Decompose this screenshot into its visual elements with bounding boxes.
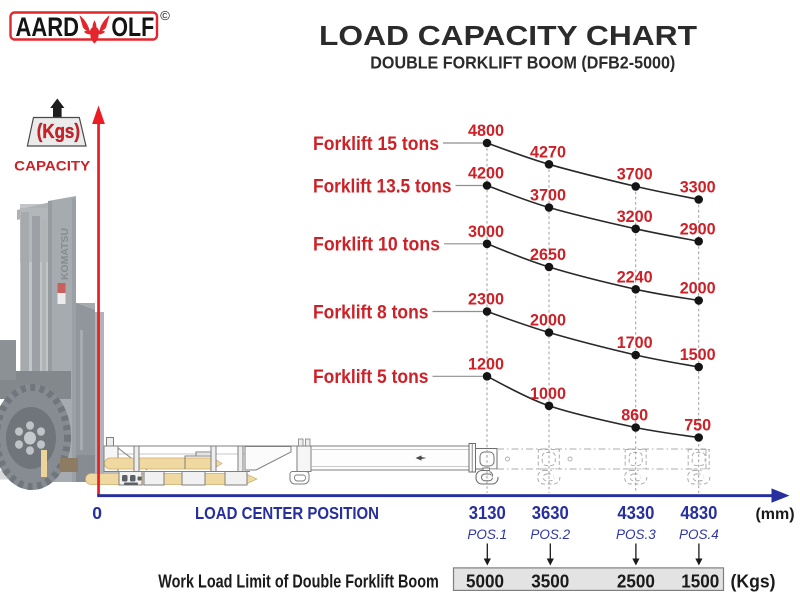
svg-text:3700: 3700 <box>530 187 566 205</box>
svg-text:(Kgs): (Kgs) <box>731 572 776 592</box>
svg-text:750: 750 <box>684 417 711 435</box>
svg-text:3200: 3200 <box>617 208 653 226</box>
svg-text:2000: 2000 <box>680 280 716 298</box>
svg-text:3130: 3130 <box>469 503 506 523</box>
svg-text:860: 860 <box>621 407 648 425</box>
svg-text:4830: 4830 <box>680 503 717 523</box>
svg-text:LOAD CENTER POSITION: LOAD CENTER POSITION <box>195 503 379 523</box>
svg-text:LOAD CAPACITY CHART: LOAD CAPACITY CHART <box>319 20 697 51</box>
svg-text:4200: 4200 <box>468 165 504 183</box>
svg-text:DOUBLE FORKLIFT BOOM (DFB2-500: DOUBLE FORKLIFT BOOM (DFB2-5000) <box>370 52 675 72</box>
svg-text:4800: 4800 <box>468 122 504 140</box>
svg-text:CAPACITY: CAPACITY <box>14 158 91 174</box>
svg-text:(mm): (mm) <box>755 506 794 523</box>
svg-text:Forklift 10 tons: Forklift 10 tons <box>313 235 440 256</box>
svg-text:3000: 3000 <box>468 223 504 241</box>
svg-text:Work Load Limit of Double Fork: Work Load Limit of Double Forklift Boom <box>158 572 439 592</box>
svg-text:POS.2: POS.2 <box>530 527 570 542</box>
svg-text:POS.1: POS.1 <box>467 527 507 542</box>
svg-text:POS.4: POS.4 <box>679 527 719 542</box>
svg-text:4270: 4270 <box>530 144 566 162</box>
svg-text:2300: 2300 <box>468 291 504 309</box>
svg-text:1000: 1000 <box>530 385 566 403</box>
svg-text:3300: 3300 <box>680 179 716 197</box>
svg-text:4330: 4330 <box>617 503 654 523</box>
svg-text:KOMATSU: KOMATSU <box>59 228 71 280</box>
svg-text:3700: 3700 <box>617 166 653 184</box>
svg-text:1700: 1700 <box>617 334 653 352</box>
svg-text:2000: 2000 <box>530 312 566 330</box>
svg-text:5000: 5000 <box>466 571 504 592</box>
svg-text:2650: 2650 <box>530 246 566 264</box>
svg-text:2900: 2900 <box>680 221 716 239</box>
svg-text:Forklift 15 tons: Forklift 15 tons <box>313 134 439 155</box>
svg-text:3500: 3500 <box>531 571 569 592</box>
svg-text:OLF: OLF <box>111 12 154 42</box>
svg-text:Forklift 13.5 tons: Forklift 13.5 tons <box>313 176 452 197</box>
svg-text:Forklift 8 tons: Forklift 8 tons <box>313 302 429 323</box>
svg-text:(Kgs): (Kgs) <box>37 121 80 143</box>
svg-text:3630: 3630 <box>532 503 569 523</box>
svg-text:POS.3: POS.3 <box>616 527 656 542</box>
svg-text:Forklift 5 tons: Forklift 5 tons <box>313 367 429 388</box>
svg-text:2500: 2500 <box>617 571 655 592</box>
svg-text:AARD: AARD <box>16 12 80 42</box>
svg-text:1500: 1500 <box>681 571 719 592</box>
svg-text:1500: 1500 <box>680 346 716 364</box>
svg-text:0: 0 <box>92 503 102 523</box>
svg-text:1200: 1200 <box>468 356 504 374</box>
svg-text:2240: 2240 <box>617 269 653 287</box>
svg-text:©: © <box>160 8 170 23</box>
